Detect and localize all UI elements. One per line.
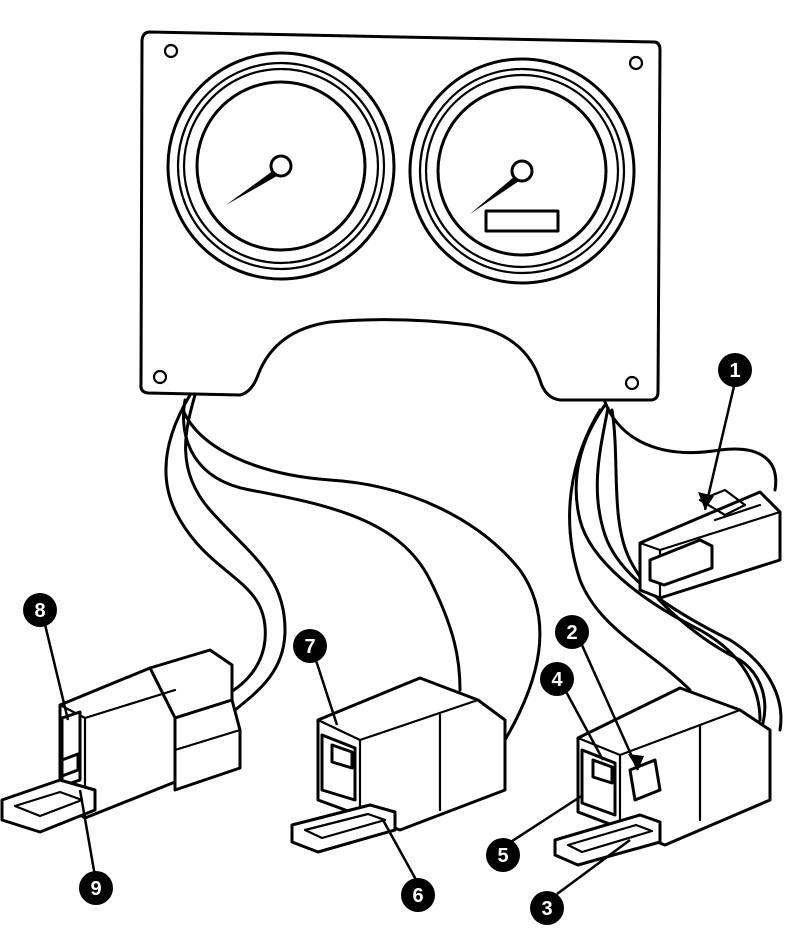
speedometer-gauge-icon xyxy=(408,57,636,285)
callout-3: 3 xyxy=(530,891,564,925)
wiring-connector-icon xyxy=(638,488,782,600)
callout-3-label: 3 xyxy=(541,898,552,920)
callout-leaders xyxy=(40,381,737,896)
callout-1-label: 1 xyxy=(729,360,740,382)
callout-6: 6 xyxy=(401,878,435,912)
wiring-connector-right xyxy=(553,686,772,867)
callout-4-label: 4 xyxy=(551,669,563,691)
tachometer-gauge-icon xyxy=(166,51,396,281)
callout-9-label: 9 xyxy=(90,878,101,900)
callout-5: 5 xyxy=(486,838,520,872)
callout-4: 4 xyxy=(540,662,574,696)
callout-8: 8 xyxy=(23,593,57,627)
callout-7-label: 7 xyxy=(304,636,315,658)
callout-8-label: 8 xyxy=(34,600,45,622)
callout-6-label: 6 xyxy=(412,885,423,907)
instrument-cluster-icon xyxy=(139,30,662,402)
callout-2-label: 2 xyxy=(566,622,577,644)
callout-2: 2 xyxy=(555,615,589,649)
wiring-connector-middle xyxy=(290,676,507,854)
wiring-connector-left xyxy=(0,648,242,834)
callout-5-label: 5 xyxy=(497,845,508,867)
callout-1: 1 xyxy=(718,353,752,387)
left-wiring-harness xyxy=(164,393,542,742)
callout-7: 7 xyxy=(293,629,327,663)
callout-9: 9 xyxy=(79,871,113,905)
